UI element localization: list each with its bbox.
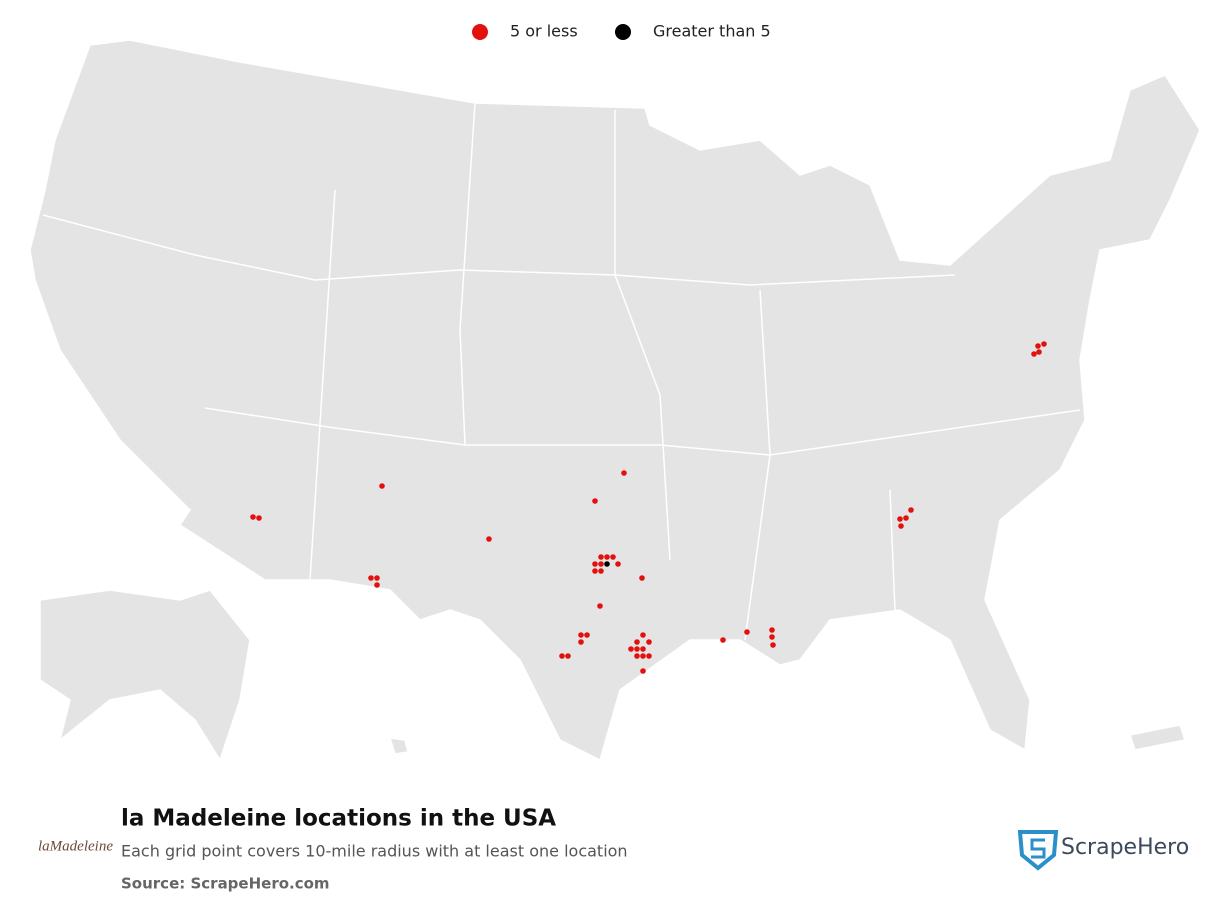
legend-marker: [472, 24, 488, 40]
source: Source: ScrapeHero.com: [121, 875, 330, 893]
location-dot: [598, 561, 604, 567]
location-dot: [604, 561, 610, 567]
location-dot: [646, 639, 652, 645]
location-dot: [640, 632, 646, 638]
subtitle: Each grid point covers 10-mile radius wi…: [121, 842, 628, 861]
location-dot: [640, 668, 646, 674]
legend-marker: [615, 24, 631, 40]
title: la Madeleine locations in the USA: [121, 806, 556, 832]
location-dot: [598, 554, 604, 560]
location-dot: [578, 632, 584, 638]
location-dot: [610, 554, 616, 560]
location-dot: [368, 575, 374, 581]
location-dot: [1031, 351, 1037, 357]
location-dot: [720, 637, 726, 643]
publisher-name: ScrapeHero: [1061, 835, 1189, 860]
location-dot: [908, 507, 914, 513]
location-dot: [621, 470, 627, 476]
location-dot: [903, 515, 909, 521]
location-dot: [1035, 343, 1041, 349]
location-dot: [597, 603, 603, 609]
publisher-logo: ScrapeHero: [1017, 830, 1189, 871]
location-dot: [640, 653, 646, 659]
location-dots: [250, 341, 1047, 674]
location-dot: [769, 634, 775, 640]
location-dot: [592, 498, 598, 504]
location-dot: [592, 568, 598, 574]
map: [29, 39, 1201, 762]
location-dot: [628, 646, 634, 652]
location-dot: [646, 653, 652, 659]
brand-logo: laMadeleine: [38, 838, 113, 854]
shield-s: [1030, 838, 1046, 859]
location-dot: [634, 653, 640, 659]
location-dot: [379, 483, 385, 489]
location-dot: [250, 514, 256, 520]
us-mainland: [29, 39, 1201, 762]
location-dot: [640, 646, 646, 652]
location-dot: [565, 653, 571, 659]
location-dot: [1041, 341, 1047, 347]
location-dot: [374, 575, 380, 581]
location-dot: [770, 642, 776, 648]
location-dot: [634, 639, 640, 645]
location-dot: [486, 536, 492, 542]
location-dot: [639, 575, 645, 581]
legend-label: Greater than 5: [653, 22, 771, 41]
hawaii: [388, 737, 409, 755]
state-borders: [42, 102, 1081, 641]
location-dot: [744, 629, 750, 635]
shield-icon: [1017, 830, 1059, 871]
location-dot: [615, 561, 621, 567]
location-dot: [604, 554, 610, 560]
location-dot: [584, 632, 590, 638]
location-dot: [1036, 349, 1042, 355]
location-dot: [769, 627, 775, 633]
legend-label: 5 or less: [510, 22, 578, 41]
location-dot: [256, 515, 262, 521]
location-dot: [634, 646, 640, 652]
location-dot: [374, 582, 380, 588]
location-dot: [578, 639, 584, 645]
location-dot: [592, 561, 598, 567]
legend: 5 or less Greater than 5: [472, 22, 771, 41]
location-dot: [898, 523, 904, 529]
location-dot: [559, 653, 565, 659]
location-dot: [897, 516, 903, 522]
alaska: [39, 589, 251, 762]
location-dot: [598, 568, 604, 574]
puerto-rico: [1129, 724, 1186, 751]
